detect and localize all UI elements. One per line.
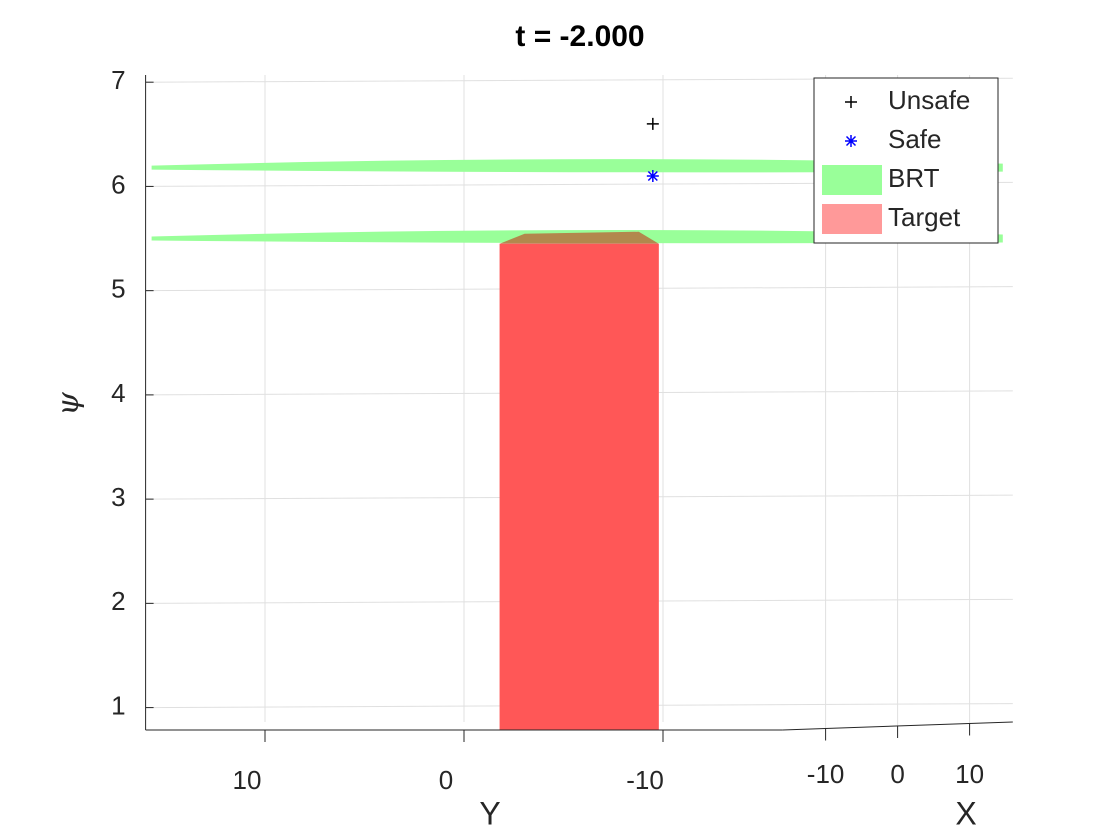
z-axis-label: ψ (51, 392, 86, 416)
legend-swatch (822, 204, 882, 234)
legend-label: BRT (888, 163, 940, 193)
z-tick-label: 5 (111, 274, 125, 304)
legend-swatch (822, 165, 882, 195)
y-tick-label: -10 (626, 765, 664, 795)
z-tick-label: 7 (111, 65, 125, 95)
legend-label: Target (888, 202, 961, 232)
target-top (499, 231, 659, 244)
legend-marker (845, 96, 857, 108)
x-tick-label: 10 (955, 759, 984, 789)
z-tick-label: 3 (111, 482, 125, 512)
y-tick-label: 10 (233, 765, 262, 795)
x-tick-label: 0 (890, 759, 904, 789)
chart-title: t = -2.000 (515, 20, 644, 53)
z-tick-label: 1 (111, 690, 125, 720)
target-shade (499, 243, 659, 731)
axes: 1 2 3 4 5 6 7 10 0 -10 -10 0 10 (111, 65, 1013, 795)
brt-slab (151, 159, 1003, 173)
legend-label: Unsafe (888, 85, 970, 115)
legend-marker (845, 135, 857, 147)
z-tick-label: 6 (111, 169, 125, 199)
x-axis-label: X (955, 795, 976, 831)
x-tick-label: -10 (807, 759, 845, 789)
point (646, 117, 659, 130)
marks (151, 117, 1003, 731)
y-tick-label: 0 (439, 765, 453, 795)
point (646, 170, 659, 183)
marker (646, 117, 659, 130)
y-axis-label: Y (479, 795, 500, 831)
x-axis (782, 721, 1013, 731)
z-tick-label: 2 (111, 586, 125, 616)
legend: Unsafe Safe BRT Target (813, 77, 999, 244)
legend-label: Safe (888, 124, 942, 154)
z-tick-label: 4 (111, 378, 125, 408)
marker (646, 170, 659, 183)
